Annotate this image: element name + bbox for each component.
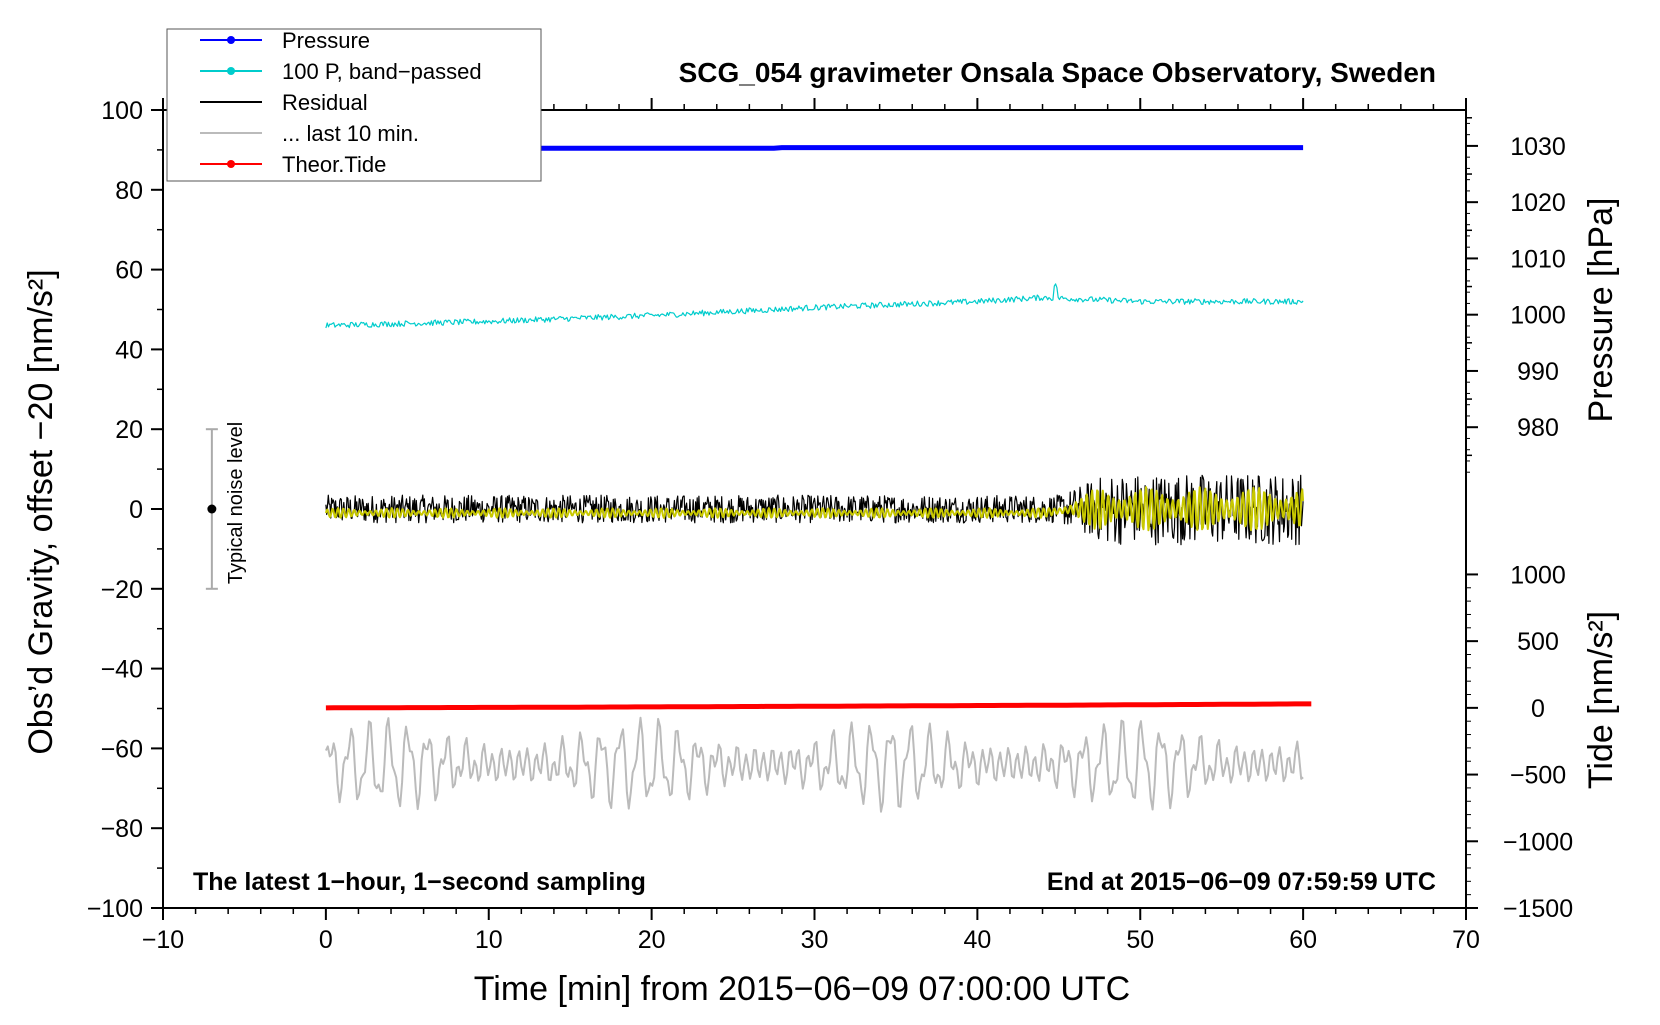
series-bandpassed-pressure [325,283,1304,329]
legend-swatch-marker [227,36,235,44]
x-axis-label: Time [min] from 2015−06−09 07:00:00 UTC [474,970,1130,1008]
y-tick-label: −100 [87,895,143,923]
extras-group [205,428,218,590]
legend-label-pressure: Pressure [282,28,370,53]
y-tick-label: −20 [101,576,143,604]
y-tick-label: −80 [101,815,143,843]
y-tick-label: 60 [115,257,143,285]
tide-axis-label: Tide [nm/s²] [1582,611,1620,789]
tide-tick-label: −500 [1510,762,1566,790]
series-last-10-min [324,716,1304,813]
legend: Pressure 100 P, band−passed Residual ...… [166,28,542,182]
x-tick-label: 40 [963,926,991,954]
pressure-tick-label: 980 [1517,414,1559,442]
legend-swatch-marker [227,67,235,75]
legend-label-bandpassed: 100 P, band−passed [282,59,482,84]
noise-level-label: Typical noise level [225,422,247,584]
y-tick-label: 0 [129,496,143,524]
pressure-tick-label: 1010 [1510,245,1566,273]
tide-tick-label: −1500 [1503,895,1573,923]
x-tick-label: 60 [1289,926,1317,954]
series-residual [325,474,1304,546]
tide-tick-label: −1000 [1503,828,1573,856]
y-tick-label: −60 [101,735,143,763]
x-tick-label: 0 [319,926,333,954]
legend-swatch-marker [227,160,235,168]
pressure-tick-label: 990 [1517,358,1559,386]
x-tick-label: 50 [1126,926,1154,954]
pressure-tick-label: 1000 [1510,302,1566,330]
legend-box [166,28,542,182]
x-tick-label: 20 [638,926,666,954]
series-theor-tide [325,701,1312,711]
x-tick-label: −10 [142,926,184,954]
noise-bar-center [207,504,217,514]
y-tick-label: 100 [101,97,143,125]
axes-group: −10 0 10 20 30 40 50 60 70−100−80−60−40−20020406… [87,97,1573,954]
sampling-annotation: The latest 1−hour, 1−second sampling [193,868,646,896]
y-tick-label: −40 [101,656,143,684]
pressure-tick-label: 1020 [1510,189,1566,217]
series-group [324,145,1312,813]
series-residual-filtered [324,486,1305,532]
tide-tick-label: 0 [1531,695,1545,723]
end-time-annotation: End at 2015−06−09 07:59:59 UTC [1047,868,1436,896]
y-tick-label: 40 [115,336,143,364]
legend-items [200,36,262,168]
y-tick-label: 80 [115,177,143,205]
tide-tick-label: 1000 [1510,561,1566,589]
legend-label-residual: Residual [282,90,368,115]
x-tick-label: 70 [1452,926,1480,954]
tide-tick-label: 500 [1517,628,1559,656]
y-axis-label: Obs’d Gravity, offset −20 [nm/s²] [22,269,60,754]
y-tick-label: 20 [115,416,143,444]
legend-label-tide: Theor.Tide [282,152,386,177]
x-tick-label: 10 [475,926,503,954]
legend-label-last10: ... last 10 min. [282,121,419,146]
chart-title: SCG_054 gravimeter Onsala Space Observat… [679,57,1436,88]
pressure-axis-label: Pressure [hPa] [1582,198,1620,423]
x-tick-label: 30 [801,926,829,954]
pressure-tick-label: 1030 [1510,133,1566,161]
